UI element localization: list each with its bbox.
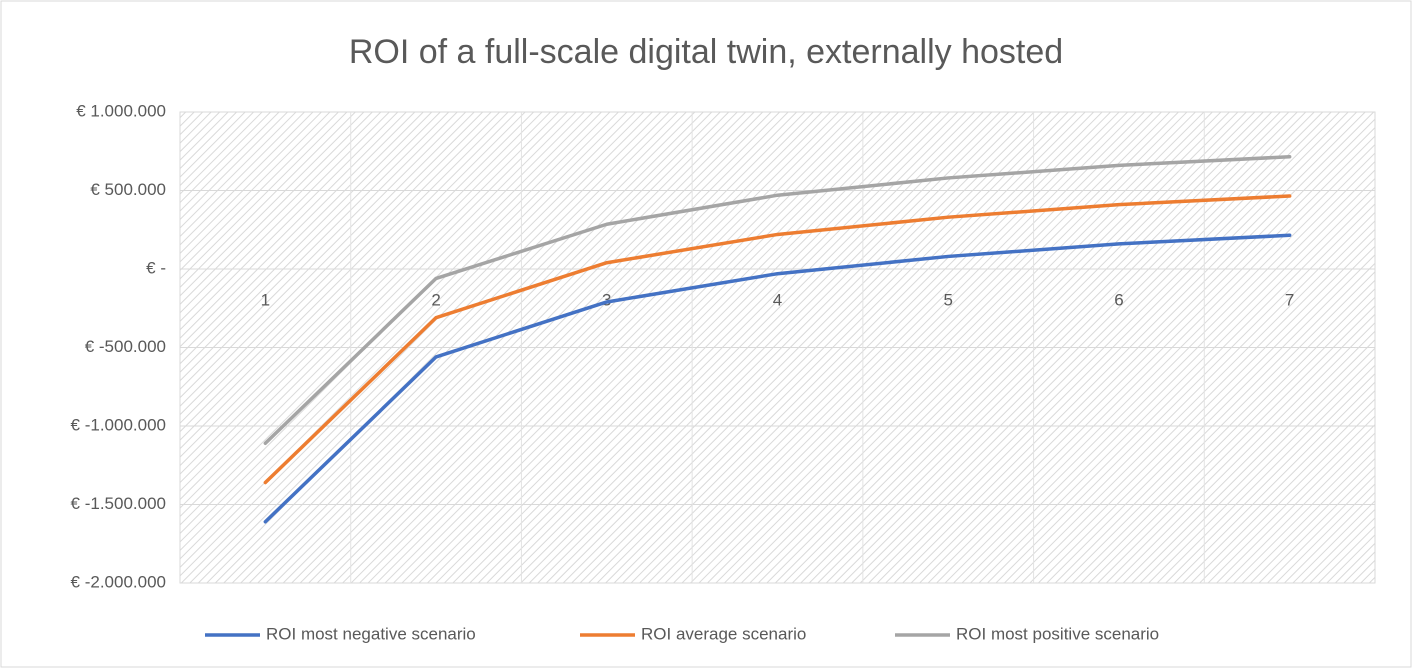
series-line [263,194,1292,485]
y-tick-label: € -1.000.000 [71,415,166,434]
x-tick-label: 7 [1285,290,1294,309]
y-tick-label: € 500.000 [90,180,166,199]
legend-label: ROI most positive scenario [956,624,1159,643]
x-tick-label: 1 [261,290,270,309]
legend-label: ROI most negative scenario [266,624,476,643]
y-tick-label: € - [146,258,166,277]
y-tick-label: € -2.000.000 [71,572,166,591]
x-tick-label: 6 [1114,290,1123,309]
y-tick-label: € 1.000.000 [76,101,166,120]
legend-label: ROI average scenario [641,624,806,643]
y-tick-label: € -1.500.000 [71,494,166,513]
x-tick-label: 5 [943,290,952,309]
x-tick-label: 4 [773,290,782,309]
series-line [263,233,1292,524]
chart-title: ROI of a full-scale digital twin, extern… [349,33,1063,71]
series-line [263,154,1292,446]
x-tick-label: 2 [431,290,440,309]
x-tick-label: 3 [602,290,611,309]
y-tick-label: € -500.000 [85,337,166,356]
